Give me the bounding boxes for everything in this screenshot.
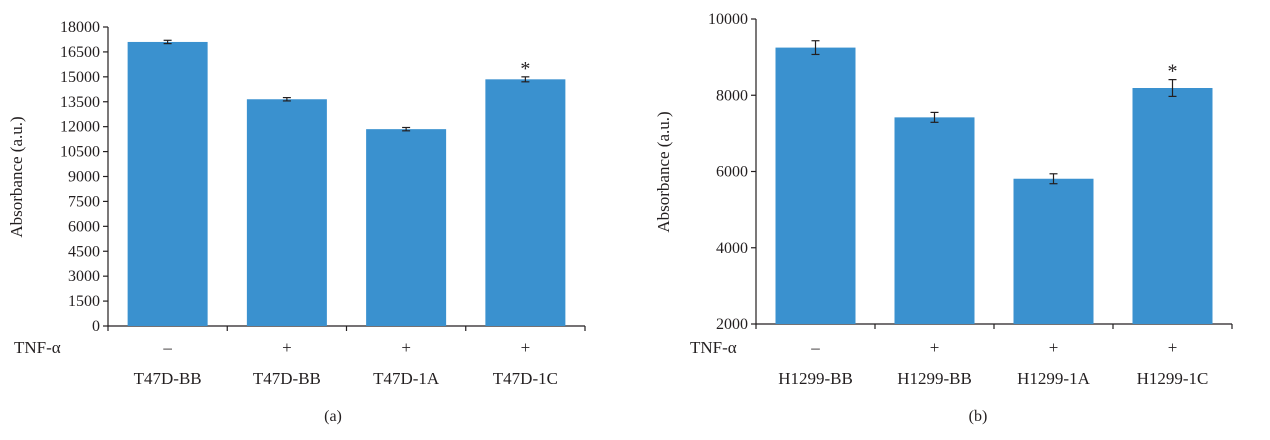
significance-marker: * bbox=[520, 58, 530, 80]
y-tick-label: 3000 bbox=[68, 268, 100, 285]
category-label: T47D-1C bbox=[493, 369, 558, 388]
tnf-sign: + bbox=[1049, 338, 1059, 357]
y-tick-label: 9000 bbox=[68, 169, 100, 186]
chart-panel-a: Absorbance (a.u.) TNF-α (a) 0 1500 3000 450… bbox=[7, 19, 586, 425]
category-label: H1299-BB bbox=[778, 369, 853, 388]
tnf-sign: + bbox=[282, 338, 292, 357]
y-tick-label: 6000 bbox=[68, 218, 100, 235]
y-tick-label: 15000 bbox=[60, 69, 100, 86]
bar bbox=[894, 117, 975, 324]
y-tick-label: 13500 bbox=[60, 94, 100, 111]
category-label: H1299-BB bbox=[897, 369, 972, 388]
y-tick-label: 4500 bbox=[68, 243, 100, 260]
tnf-sign: – bbox=[162, 338, 172, 357]
y-tick-label: 8000 bbox=[716, 87, 748, 104]
y-axis-title: Absorbance (a.u.) bbox=[7, 116, 26, 237]
tnf-row-label: TNF-α bbox=[690, 338, 737, 357]
chart-panel-b: Absorbance (a.u.) TNF-α (b) 2000 4000 6000… bbox=[654, 11, 1233, 425]
bar bbox=[485, 79, 566, 326]
y-tick-label: 0 bbox=[92, 318, 100, 335]
category-label: T47D-BB bbox=[134, 369, 202, 388]
y-tick-label: 4000 bbox=[716, 240, 748, 257]
panel-label: (a) bbox=[324, 408, 342, 425]
bar bbox=[127, 41, 208, 326]
bar bbox=[366, 129, 447, 326]
category-label: H1299-1C bbox=[1137, 369, 1209, 388]
y-tick-label: 10500 bbox=[60, 144, 100, 161]
y-tick-label: 12000 bbox=[60, 119, 100, 136]
bar bbox=[775, 47, 856, 324]
y-tick-label: 7500 bbox=[68, 193, 100, 210]
y-tick-label: 2000 bbox=[716, 316, 748, 333]
bar bbox=[1132, 88, 1213, 324]
tnf-sign: + bbox=[521, 338, 531, 357]
tnf-row-label: TNF-α bbox=[14, 338, 61, 357]
y-axis-title: Absorbance (a.u.) bbox=[654, 111, 673, 232]
y-tick-label: 18000 bbox=[60, 19, 100, 36]
bar bbox=[246, 99, 327, 326]
panel-label: (b) bbox=[969, 408, 988, 425]
tnf-sign: + bbox=[401, 338, 411, 357]
significance-marker: * bbox=[1168, 61, 1178, 83]
tnf-sign: + bbox=[930, 338, 940, 357]
tnf-sign: + bbox=[1168, 338, 1178, 357]
y-tick-label: 6000 bbox=[716, 164, 748, 181]
y-tick-label: 16500 bbox=[60, 44, 100, 61]
tnf-sign: – bbox=[810, 338, 820, 357]
category-label: T47D-BB bbox=[253, 369, 321, 388]
category-label: H1299-1A bbox=[1017, 369, 1090, 388]
category-label: T47D-1A bbox=[373, 369, 440, 388]
y-tick-label: 1500 bbox=[68, 293, 100, 310]
bar bbox=[1013, 178, 1094, 324]
y-tick-label: 10000 bbox=[708, 11, 748, 28]
